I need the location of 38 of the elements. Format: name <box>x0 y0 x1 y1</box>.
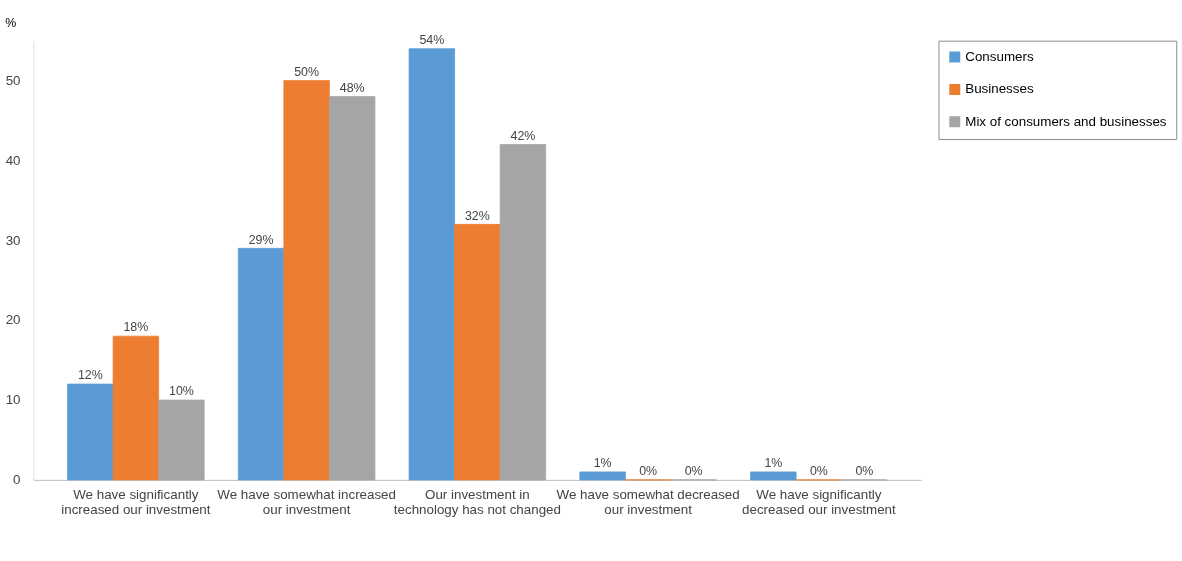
data-label: 32% <box>464 208 490 223</box>
data-label: 29% <box>248 232 274 247</box>
data-label: 54% <box>419 32 445 47</box>
legend-label: Mix of consumers and businesses <box>965 113 1167 129</box>
bar <box>329 96 376 481</box>
data-label: 0% <box>639 464 658 479</box>
y-axis-title: % <box>5 15 17 30</box>
data-label: 10% <box>168 384 194 399</box>
data-label: 1% <box>764 456 783 471</box>
bar <box>499 144 547 481</box>
bar <box>67 383 114 481</box>
bar <box>158 399 205 481</box>
bar <box>408 48 455 481</box>
y-tick-label: 20 <box>5 312 21 328</box>
y-tick-label: 0 <box>13 472 21 488</box>
data-label: 0% <box>684 464 703 479</box>
data-label: 50% <box>294 64 320 79</box>
legend-label: Businesses <box>965 81 1034 97</box>
y-tick-label: 40 <box>5 152 21 168</box>
x-tick-label: We have significantly decreased our investment <box>742 486 897 517</box>
data-label: 0% <box>855 464 874 479</box>
data-label: 48% <box>339 80 365 95</box>
bar <box>283 80 330 481</box>
bar <box>579 471 626 481</box>
y-tick-label: 50 <box>5 72 21 88</box>
y-tick-label: 10 <box>5 392 21 408</box>
bar <box>237 247 285 481</box>
data-label: 0% <box>809 464 828 479</box>
y-tick-label: 30 <box>5 232 21 248</box>
data-label: 12% <box>77 368 103 383</box>
bar <box>750 471 797 481</box>
data-label: 42% <box>510 128 536 143</box>
bar <box>454 223 501 481</box>
data-label: 18% <box>123 320 149 335</box>
bar <box>112 335 160 481</box>
data-label: 1% <box>593 456 612 471</box>
legend-label: Consumers <box>965 48 1034 64</box>
x-tick-label: We have significantly increased our investment <box>61 486 211 517</box>
